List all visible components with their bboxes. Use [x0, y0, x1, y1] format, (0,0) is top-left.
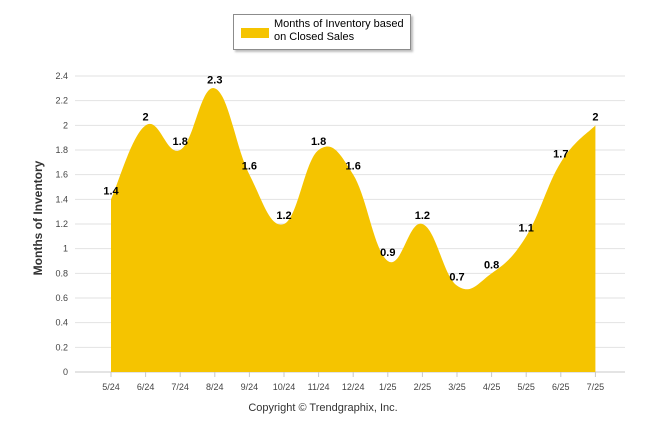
y-tick-label: 1.2 — [55, 219, 68, 229]
data-label: 2.3 — [207, 74, 222, 86]
x-tick-label: 4/25 — [483, 382, 501, 392]
x-tick-label: 8/24 — [206, 382, 224, 392]
x-tick-label: 9/24 — [241, 382, 259, 392]
copyright-text: Copyright © Trendgraphix, Inc. — [248, 402, 398, 414]
x-tick-label: 11/24 — [308, 382, 330, 392]
x-tick-label: 10/24 — [273, 382, 296, 392]
x-tick-label: 6/25 — [552, 382, 570, 392]
x-tick-label: 3/25 — [448, 382, 466, 392]
x-tick-label: 7/25 — [587, 382, 605, 392]
x-tick-label: 1/25 — [379, 382, 397, 392]
data-label: 2 — [592, 111, 598, 123]
x-tick-label: 7/24 — [171, 382, 189, 392]
x-tick-label: 12/24 — [342, 382, 365, 392]
y-tick-label: 0.6 — [55, 293, 68, 303]
y-tick-label: 2.2 — [55, 96, 68, 106]
y-tick-label: 1.8 — [55, 145, 68, 155]
data-label: 0.9 — [380, 247, 395, 259]
data-label: 1.2 — [276, 210, 291, 222]
y-tick-label: 1 — [63, 244, 68, 254]
legend-swatch — [241, 28, 269, 38]
data-label: 1.6 — [242, 161, 257, 173]
y-tick-label: 1.6 — [55, 170, 68, 180]
y-tick-label: 0.4 — [55, 318, 68, 328]
data-labels: 1.4 2 1.8 2.3 1.6 1.2 1.8 1.6 0.9 1.2 0.7 0.8 1.1 1.7… — [103, 74, 598, 283]
legend-label: Months of Inventory based on Closed Sale… — [274, 18, 404, 43]
x-tick-label: 6/24 — [137, 382, 155, 392]
series-area — [111, 88, 596, 372]
y-tick-label: 0.2 — [55, 342, 68, 352]
data-label: 1.1 — [519, 222, 534, 234]
x-tick-label: 5/25 — [517, 382, 535, 392]
data-label: 1.2 — [415, 210, 430, 222]
y-tick-label: 2.4 — [55, 71, 68, 81]
y-tick-label: 0 — [63, 367, 68, 377]
data-label: 1.8 — [311, 136, 326, 148]
data-label: 2 — [143, 111, 149, 123]
y-tick-label: 2 — [63, 120, 68, 130]
data-label: 1.8 — [173, 136, 188, 148]
x-tick-label: 5/24 — [102, 382, 120, 392]
data-label: 1.6 — [346, 161, 361, 173]
x-tick-label: 2/25 — [414, 382, 432, 392]
data-label: 0.7 — [449, 272, 464, 284]
legend: Months of Inventory based on Closed Sale… — [233, 14, 411, 50]
y-tick-label: 0.8 — [55, 268, 68, 278]
data-label: 1.7 — [553, 148, 568, 160]
y-axis-title: Months of Inventory — [31, 160, 45, 275]
y-axis-ticks: 0 0.2 0.4 0.6 0.8 1 1.2 1.4 1.6 1.8 2 2.2 2.4 — [55, 71, 68, 377]
y-tick-label: 1.4 — [55, 194, 68, 204]
data-label: 1.4 — [103, 185, 119, 197]
x-axis-ticks: 5/24 6/24 7/24 8/24 9/24 10/24 11/24 12/24 1/25 2… — [102, 372, 604, 392]
data-label: 0.8 — [484, 259, 499, 271]
